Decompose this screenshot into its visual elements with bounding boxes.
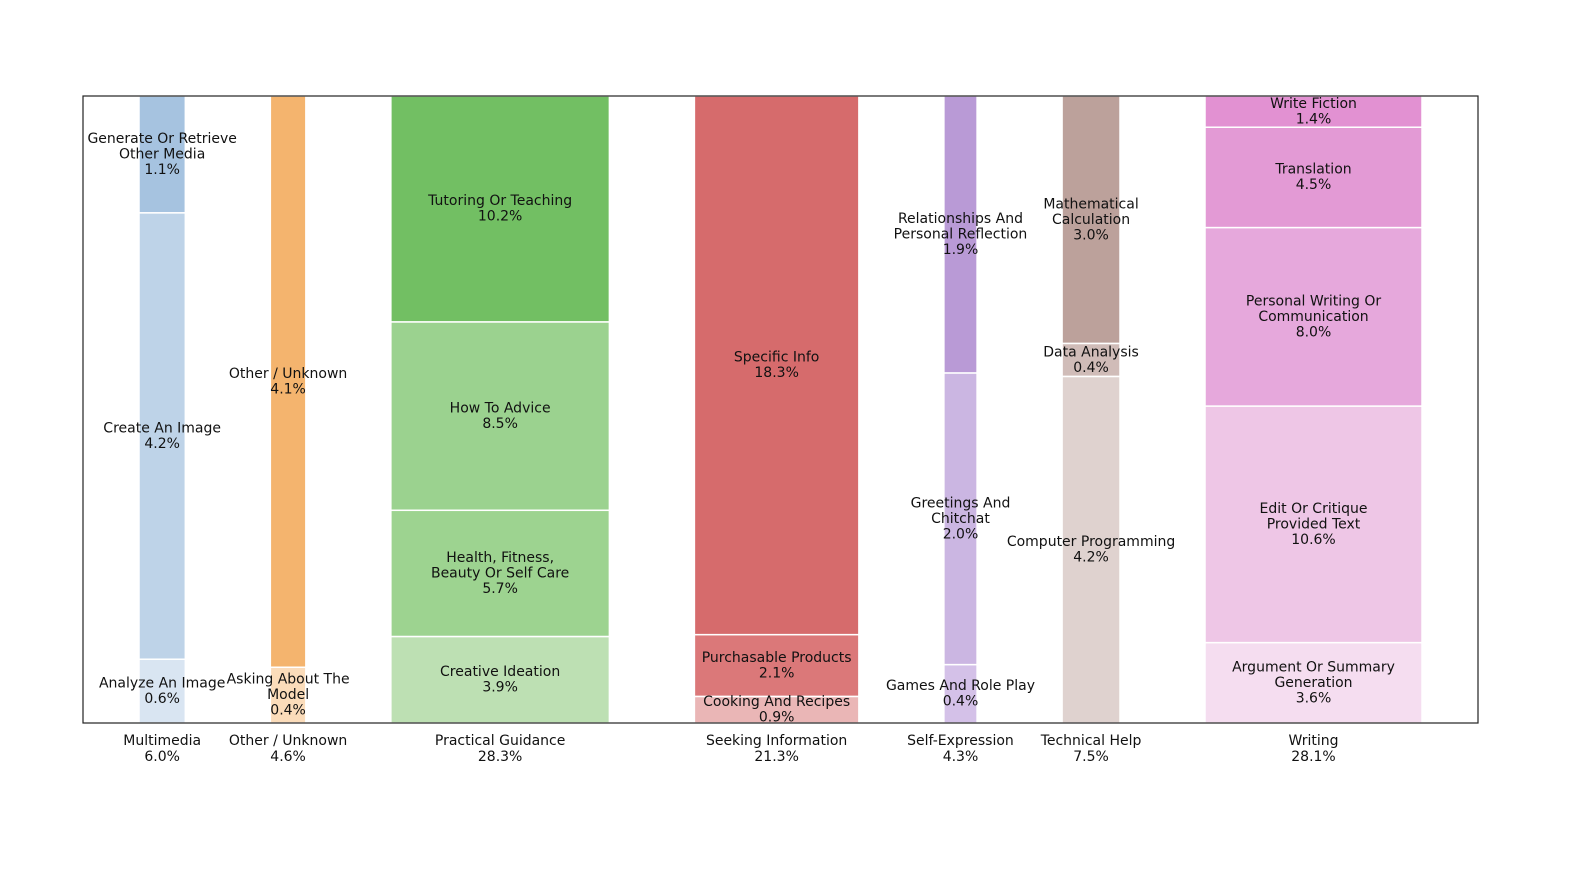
group-value-label: 21.3% xyxy=(754,749,798,765)
segment-label: Cooking And Recipes xyxy=(703,694,850,710)
group-label: Self-Expression xyxy=(907,733,1014,749)
segment xyxy=(693,633,860,698)
segment-value-label: 18.3% xyxy=(754,365,798,381)
group-label: Seeking Information xyxy=(706,733,847,749)
segment-value-label: 10.2% xyxy=(478,209,522,225)
segment-value-label: 2.1% xyxy=(759,665,795,681)
segment-label: Mathematical Calculation xyxy=(1043,196,1138,228)
segment-value-label: 3.6% xyxy=(1296,690,1332,706)
segment-value-label: 0.4% xyxy=(270,703,306,719)
segment-label: Create An Image xyxy=(103,420,221,436)
segment-label: Creative Ideation xyxy=(440,664,560,680)
segment xyxy=(693,95,860,636)
segment xyxy=(138,212,187,660)
segment-value-label: 4.2% xyxy=(144,436,180,452)
segment-label: Write Fiction xyxy=(1270,96,1357,112)
segment-value-label: 0.4% xyxy=(1073,360,1109,376)
segment xyxy=(1061,342,1121,378)
segment-label: Argument Or Summary Generation xyxy=(1232,659,1395,691)
segment-value-label: 10.6% xyxy=(1291,532,1335,548)
segment-value-label: 4.5% xyxy=(1296,177,1332,193)
segment-label: Relationships And Personal Reflection xyxy=(894,211,1028,243)
group-label: Practical Guidance xyxy=(435,733,565,749)
segment-value-label: 2.0% xyxy=(943,526,979,542)
segment-label: Other / Unknown xyxy=(229,366,347,382)
group-label: Technical Help xyxy=(1040,733,1142,749)
segment-value-label: 8.5% xyxy=(482,416,518,432)
segment xyxy=(943,663,978,724)
group-value-label: 4.6% xyxy=(270,749,306,765)
segment-label: Translation xyxy=(1274,162,1351,178)
segment xyxy=(1204,641,1423,724)
segment xyxy=(1204,126,1423,229)
group-label: Multimedia xyxy=(123,733,201,749)
group-label: Writing xyxy=(1289,733,1339,749)
segment-label: Health, Fitness, Beauty Or Self Care xyxy=(431,550,569,582)
segment-label: Purchasable Products xyxy=(702,650,852,666)
segment xyxy=(943,372,978,666)
segment-label: Tutoring Or Teaching xyxy=(427,193,572,209)
segment-label: Analyze An Image xyxy=(99,675,225,691)
segment xyxy=(390,95,611,323)
segment xyxy=(1204,226,1423,407)
segment-label: How To Advice xyxy=(450,400,551,416)
segment-value-label: 0.6% xyxy=(144,691,180,707)
segment-label: Generate Or Retrieve Other Media xyxy=(87,131,236,163)
segment-label: Data Analysis xyxy=(1043,344,1139,360)
segment xyxy=(1061,95,1121,345)
segment xyxy=(390,509,611,638)
segment-value-label: 3.0% xyxy=(1073,227,1109,243)
group-label: Other / Unknown xyxy=(229,733,347,749)
segment-label: Computer Programming xyxy=(1007,534,1175,550)
segment-value-label: 4.1% xyxy=(270,381,306,397)
segment-value-label: 8.0% xyxy=(1296,324,1332,340)
segment xyxy=(269,95,307,669)
segment-label: Personal Writing Or Communication xyxy=(1246,293,1381,325)
group-value-label: 7.5% xyxy=(1073,749,1109,765)
segment xyxy=(1204,405,1423,644)
segment-value-label: 4.2% xyxy=(1073,550,1109,566)
segment-label: Specific Info xyxy=(734,350,819,366)
group-value-label: 28.1% xyxy=(1291,749,1335,765)
plot-frame xyxy=(82,95,1479,724)
segment-value-label: 1.1% xyxy=(144,162,180,178)
group-value-label: 4.3% xyxy=(943,749,979,765)
segment-value-label: 0.4% xyxy=(943,694,979,710)
segment xyxy=(138,95,187,214)
segment-value-label: 0.9% xyxy=(759,710,795,726)
segment-label: Greetings And Chitchat xyxy=(911,495,1011,527)
segment-value-label: 3.9% xyxy=(482,680,518,696)
segment xyxy=(693,695,860,724)
segment xyxy=(1061,375,1121,724)
segment-label: Edit Or Critique Provided Text xyxy=(1260,501,1368,533)
segment-value-label: 1.4% xyxy=(1296,111,1332,127)
segment-value-label: 1.9% xyxy=(943,242,979,258)
segment-label: Asking About The Model xyxy=(227,672,350,704)
segment-value-label: 5.7% xyxy=(482,581,518,597)
group-value-label: 6.0% xyxy=(144,749,180,765)
group-value-label: 28.3% xyxy=(478,749,522,765)
segment-label: Games And Role Play xyxy=(886,678,1035,694)
